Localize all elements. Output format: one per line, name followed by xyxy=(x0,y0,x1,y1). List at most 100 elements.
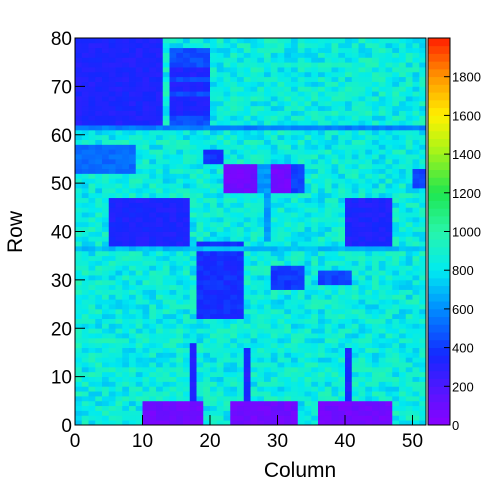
heatmap-cell xyxy=(324,308,332,315)
heatmap-cell xyxy=(412,187,420,194)
heatmap-cell xyxy=(264,96,272,102)
heatmap-cell xyxy=(331,168,339,174)
heatmap-cell xyxy=(365,96,373,102)
heatmap-cell xyxy=(284,144,292,150)
heatmap-cell xyxy=(243,386,251,392)
heatmap-cell xyxy=(176,96,184,102)
heatmap-cell xyxy=(351,154,359,160)
heatmap-cell xyxy=(210,381,218,387)
heatmap-cell xyxy=(291,42,299,49)
heatmap-cell xyxy=(223,265,231,271)
heatmap-cell xyxy=(162,391,170,397)
heatmap-cell xyxy=(108,163,116,170)
heatmap-cell xyxy=(149,333,157,339)
heatmap-cell xyxy=(230,410,238,416)
heatmap-cell xyxy=(149,192,157,199)
heatmap-cell xyxy=(378,337,386,344)
heatmap-cell xyxy=(264,62,272,68)
heatmap-cell xyxy=(243,71,251,78)
heatmap-cell xyxy=(311,81,319,87)
heatmap-cell xyxy=(351,42,359,49)
heatmap-cell xyxy=(392,183,400,189)
heatmap-cell xyxy=(419,120,427,126)
heatmap-cell xyxy=(135,241,143,247)
heatmap-cell xyxy=(169,265,177,271)
heatmap-cell xyxy=(189,386,197,392)
heatmap-cell xyxy=(95,279,103,286)
heatmap-cell xyxy=(129,376,137,382)
heatmap-cell xyxy=(81,279,89,286)
heatmap-cell xyxy=(378,342,386,348)
heatmap-cell xyxy=(129,333,137,339)
heatmap-cell xyxy=(297,342,305,348)
heatmap-cell xyxy=(257,400,265,407)
heatmap-cell xyxy=(297,246,305,252)
heatmap-cell xyxy=(351,299,359,305)
heatmap-cell xyxy=(95,57,103,63)
heatmap-cell xyxy=(156,129,164,136)
heatmap-cell xyxy=(311,400,319,407)
heatmap-cell xyxy=(243,42,251,49)
heatmap-cell xyxy=(365,149,373,155)
heatmap-cell xyxy=(250,299,258,305)
heatmap-cell xyxy=(365,134,373,140)
heatmap-cell xyxy=(183,100,191,107)
heatmap-cell xyxy=(149,96,157,102)
heatmap-cell xyxy=(142,52,150,58)
heatmap-cell xyxy=(419,163,427,170)
heatmap-cell xyxy=(297,313,305,319)
heatmap-cell xyxy=(210,299,218,305)
heatmap-cell xyxy=(277,178,285,184)
heatmap-cell xyxy=(412,144,420,150)
heatmap-cell xyxy=(351,86,359,92)
heatmap-cell xyxy=(304,120,312,126)
heatmap-cell xyxy=(412,313,420,319)
heatmap-cell xyxy=(331,216,339,223)
heatmap-cell xyxy=(419,376,427,382)
heatmap-cell xyxy=(189,207,197,213)
heatmap-cell xyxy=(324,173,332,179)
heatmap-cell xyxy=(338,100,346,107)
heatmap-cell xyxy=(176,333,184,339)
heatmap-cell xyxy=(176,71,184,78)
heatmap-cell xyxy=(230,207,238,213)
heatmap-cell xyxy=(351,386,359,392)
heatmap-cell xyxy=(345,71,353,78)
heatmap-cell xyxy=(75,342,83,348)
heatmap-cell xyxy=(318,173,326,179)
heatmap-cell xyxy=(196,265,204,271)
heatmap-cell xyxy=(115,183,123,189)
heatmap-cell xyxy=(189,57,197,63)
heatmap-cell xyxy=(372,183,380,189)
heatmap-cell xyxy=(392,86,400,92)
heatmap-cell xyxy=(95,125,103,131)
heatmap-cell xyxy=(129,129,137,136)
heatmap-cell xyxy=(250,352,258,358)
heatmap-cell xyxy=(385,347,393,353)
heatmap-cell xyxy=(318,255,326,261)
heatmap-cell xyxy=(149,275,157,281)
heatmap-cell xyxy=(318,221,326,228)
heatmap-cell xyxy=(284,265,292,271)
heatmap-cell xyxy=(284,405,292,411)
heatmap-cell xyxy=(270,67,278,73)
heatmap-cell xyxy=(156,207,164,213)
heatmap-cell xyxy=(264,231,272,237)
heatmap-cell xyxy=(345,323,353,329)
heatmap-cell xyxy=(304,81,312,87)
heatmap-cell xyxy=(122,96,130,102)
heatmap-cell xyxy=(88,187,96,194)
heatmap-cell xyxy=(203,250,211,257)
heatmap-cell xyxy=(183,395,191,402)
heatmap-cell xyxy=(149,38,157,44)
heatmap-cell xyxy=(372,357,380,363)
heatmap-cell xyxy=(176,149,184,155)
heatmap-cell xyxy=(419,420,427,426)
heatmap-cell xyxy=(250,207,258,213)
heatmap-cell xyxy=(304,110,312,116)
heatmap-cell xyxy=(392,154,400,160)
heatmap-cell xyxy=(257,347,265,353)
heatmap-cell xyxy=(257,139,265,145)
heatmap-cell xyxy=(324,318,332,324)
heatmap-cell xyxy=(372,86,380,92)
